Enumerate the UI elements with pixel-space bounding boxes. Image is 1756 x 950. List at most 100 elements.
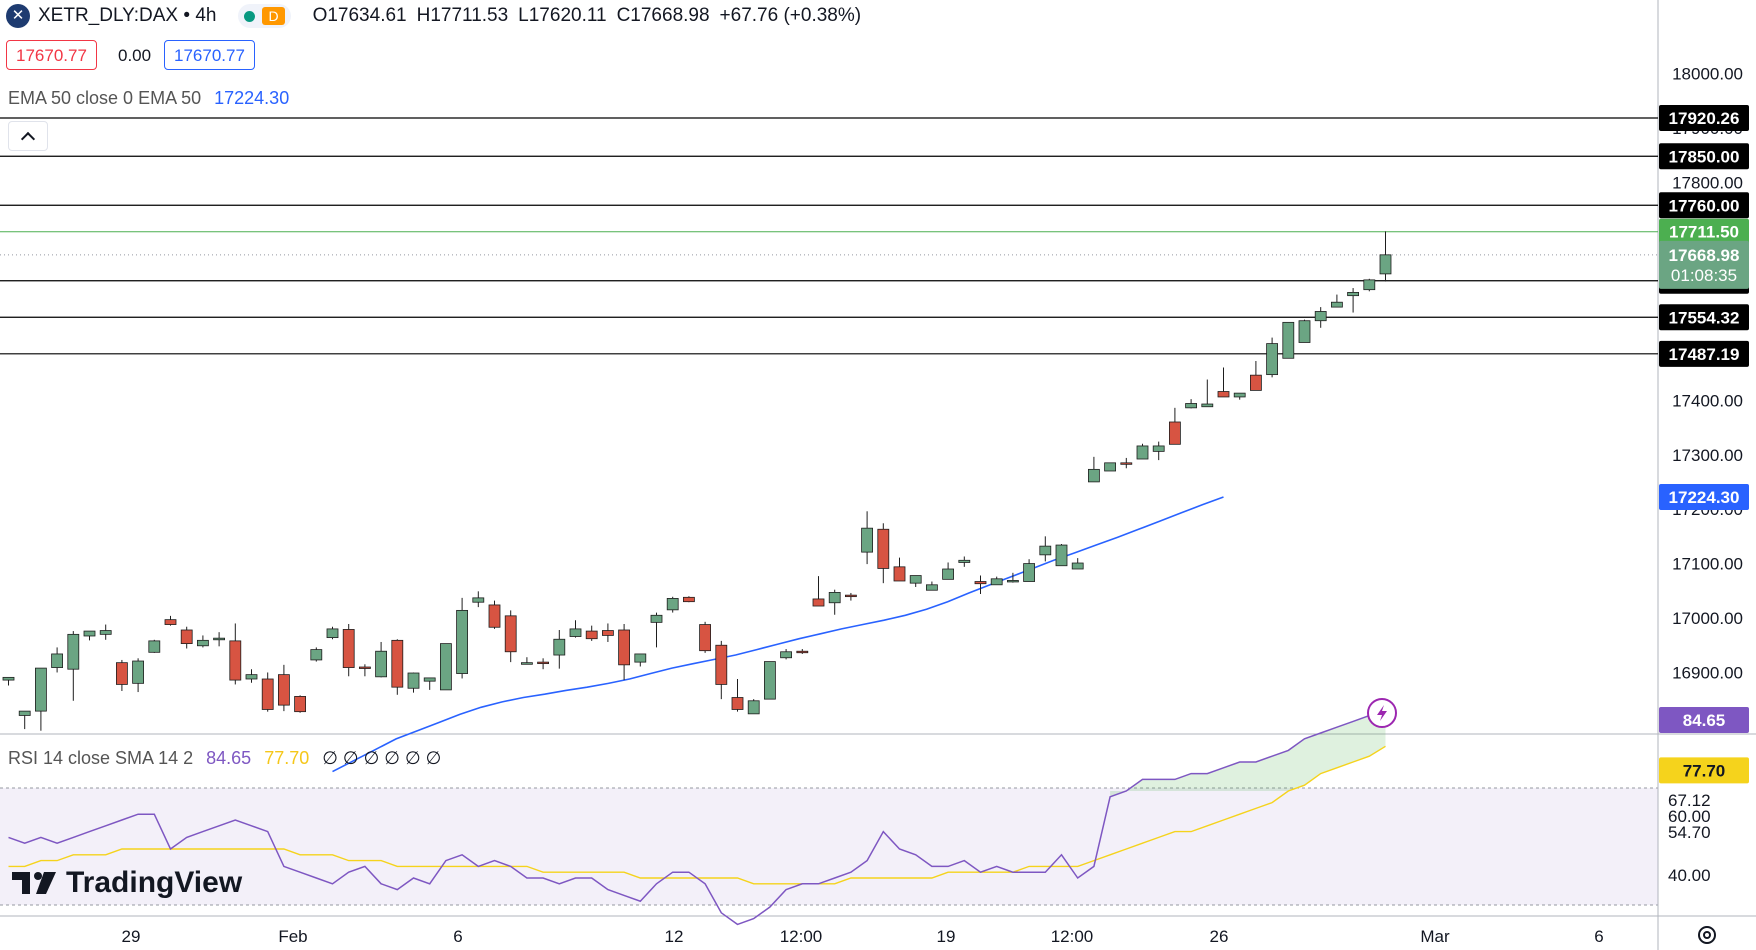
candle-down[interactable] xyxy=(877,528,890,569)
candle-up[interactable] xyxy=(1282,321,1295,359)
candle-up[interactable] xyxy=(326,628,339,639)
candle-up[interactable] xyxy=(1088,468,1100,483)
rsi-sma-value-label-box[interactable] xyxy=(1659,757,1749,784)
candle-up[interactable] xyxy=(1104,462,1116,472)
candle-up[interactable] xyxy=(439,643,452,691)
level-price-label-box[interactable] xyxy=(1659,105,1749,132)
candle-down[interactable] xyxy=(277,674,290,706)
last-price-box[interactable] xyxy=(1659,240,1749,289)
candle-up[interactable] xyxy=(51,653,63,668)
candle-up[interactable] xyxy=(2,676,15,681)
candle-up[interactable] xyxy=(1298,320,1311,343)
candle-up[interactable] xyxy=(1023,563,1035,582)
candle-up[interactable] xyxy=(828,592,841,604)
candle-down[interactable] xyxy=(488,604,501,628)
candle-up[interactable] xyxy=(456,609,469,674)
candle-up[interactable] xyxy=(780,651,792,659)
candle-down[interactable] xyxy=(342,629,355,668)
candle-up[interactable] xyxy=(1007,580,1019,583)
candle-down[interactable] xyxy=(180,629,193,645)
candle-down[interactable] xyxy=(537,661,549,665)
candle-up[interactable] xyxy=(18,710,31,716)
level-price-label-box[interactable] xyxy=(1659,340,1749,367)
candle-up[interactable] xyxy=(747,700,760,715)
candle-up[interactable] xyxy=(958,559,971,563)
candle-down[interactable] xyxy=(164,619,177,625)
ema-50-line[interactable] xyxy=(332,496,1224,773)
candle-up[interactable] xyxy=(1314,311,1327,322)
candle-up[interactable] xyxy=(1039,545,1052,556)
candle-down[interactable] xyxy=(974,581,987,585)
candle-up[interactable] xyxy=(1055,544,1068,567)
candle-up[interactable] xyxy=(213,637,226,641)
candle-down[interactable] xyxy=(358,666,371,669)
candle-up[interactable] xyxy=(245,674,258,680)
candle-up[interactable] xyxy=(650,614,663,623)
candle-down[interactable] xyxy=(391,639,404,688)
candle-up[interactable] xyxy=(553,638,566,656)
level-price-label-box[interactable] xyxy=(1659,192,1749,219)
ema-legend[interactable]: EMA 50 close 0 EMA 50 17224.30 xyxy=(8,88,289,109)
lightning-icon[interactable] xyxy=(1367,698,1397,728)
candle-up[interactable] xyxy=(1266,343,1278,376)
candle-up[interactable] xyxy=(1363,279,1376,291)
candle-up[interactable] xyxy=(861,527,873,553)
high-price-label-box[interactable] xyxy=(1659,218,1749,245)
candle-down[interactable] xyxy=(116,662,128,685)
candle-down[interactable] xyxy=(602,630,614,636)
candle-up[interactable] xyxy=(99,630,112,635)
candle-up[interactable] xyxy=(764,661,776,700)
candle-up[interactable] xyxy=(1347,291,1359,297)
candle-down[interactable] xyxy=(261,678,274,710)
candle-up[interactable] xyxy=(196,639,209,647)
interval-label[interactable]: 4h xyxy=(195,5,217,26)
candle-down[interactable] xyxy=(731,697,744,710)
candle-down[interactable] xyxy=(699,624,711,652)
candle-up[interactable] xyxy=(1071,562,1084,570)
candle-down[interactable] xyxy=(229,640,242,681)
rsi-legend[interactable]: RSI 14 close SMA 14 2 84.65 77.70 ∅ ∅ ∅ … xyxy=(8,748,441,769)
candle-up[interactable] xyxy=(1233,392,1246,398)
candle-down[interactable] xyxy=(1217,391,1230,398)
candle-down[interactable] xyxy=(845,594,857,598)
candle-down[interactable] xyxy=(812,598,825,607)
candle-down[interactable] xyxy=(1250,374,1262,391)
candle-up[interactable] xyxy=(634,653,647,663)
candle-down[interactable] xyxy=(796,650,809,654)
tradingview-watermark[interactable]: TradingView xyxy=(12,866,242,900)
settings-gear-icon[interactable] xyxy=(1698,926,1716,944)
candle-up[interactable] xyxy=(1331,301,1343,308)
candle-up[interactable] xyxy=(310,649,323,661)
candle-up[interactable] xyxy=(35,667,47,712)
candle-up[interactable] xyxy=(1185,403,1197,409)
candle-up[interactable] xyxy=(990,578,1003,586)
candle-up[interactable] xyxy=(1379,254,1392,275)
candle-up[interactable] xyxy=(942,568,954,580)
collapse-legend-button[interactable] xyxy=(8,121,48,151)
candle-down[interactable] xyxy=(893,566,906,582)
symbol-name[interactable]: XETR_DLY:DAX xyxy=(38,5,179,26)
candle-up[interactable] xyxy=(407,672,420,689)
candle-up[interactable] xyxy=(67,633,80,670)
candle-down[interactable] xyxy=(715,644,728,685)
candle-up[interactable] xyxy=(926,584,938,591)
candle-down[interactable] xyxy=(1169,421,1181,445)
buy-price-button[interactable]: 17670.77 xyxy=(164,40,255,70)
ema-price-label-box[interactable] xyxy=(1659,483,1749,510)
candle-up[interactable] xyxy=(521,662,533,665)
rsi-value-label-box[interactable] xyxy=(1659,707,1749,734)
candle-up[interactable] xyxy=(666,598,679,611)
level-price-label-box[interactable] xyxy=(1659,304,1749,331)
candle-up[interactable] xyxy=(148,640,161,653)
candle-down[interactable] xyxy=(1120,462,1133,465)
candle-up[interactable] xyxy=(1152,445,1165,452)
sell-price-button[interactable]: 17670.77 xyxy=(6,40,97,70)
candle-up[interactable] xyxy=(569,628,582,637)
candle-up[interactable] xyxy=(909,575,922,584)
candle-down[interactable] xyxy=(683,596,695,603)
candle-down[interactable] xyxy=(618,629,630,666)
candle-up[interactable] xyxy=(132,660,145,684)
candle-down[interactable] xyxy=(504,615,517,653)
candle-up[interactable] xyxy=(1201,403,1214,408)
